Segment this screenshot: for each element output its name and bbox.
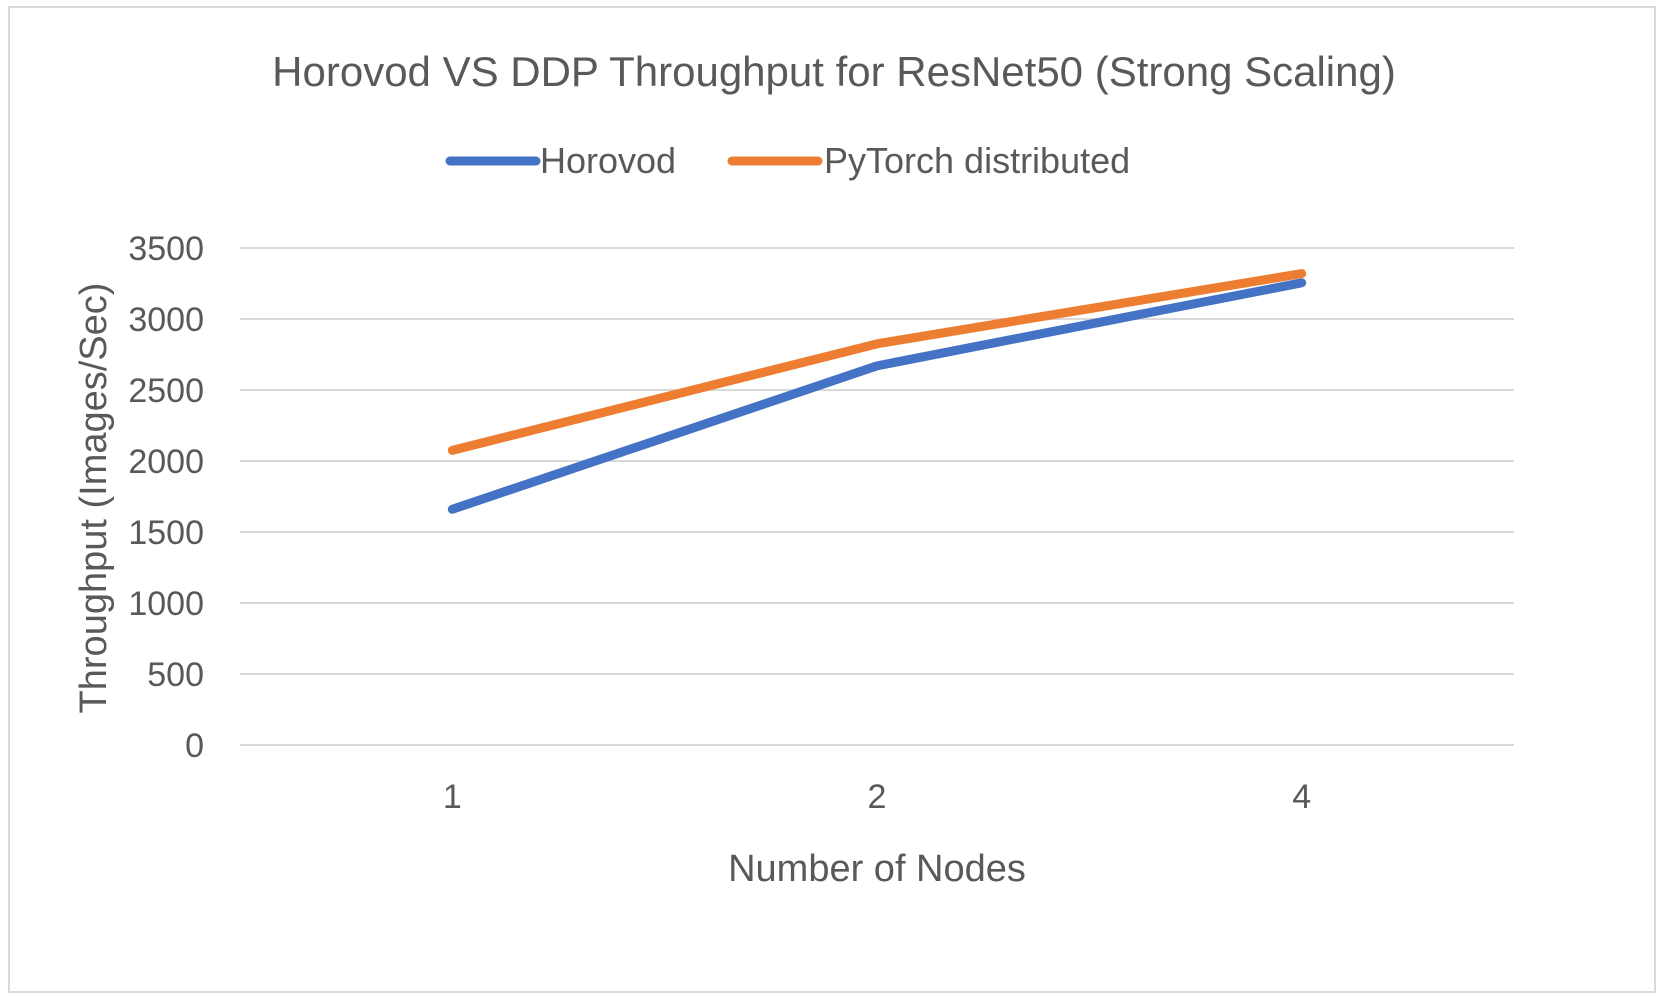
series-line-horovod [447, 278, 1307, 514]
chart-legend: Horovod PyTorch distributed [445, 140, 1130, 181]
y-tick-label: 500 [147, 656, 204, 694]
y-tick-label: 1500 [128, 514, 204, 552]
y-tick-label: 2000 [128, 443, 204, 481]
line-chart: Horovod VS DDP Throughput for ResNet50 (… [73, 48, 1514, 890]
gridlines [240, 247, 1514, 746]
x-axis-title: Number of Nodes [728, 848, 1026, 890]
data-series [447, 269, 1307, 514]
y-tick-label: 3500 [128, 230, 204, 268]
chart-frame: Horovod VS DDP Throughput for ResNet50 (… [8, 6, 1656, 993]
legend-label: Horovod [540, 140, 676, 181]
x-tick-label: 1 [443, 778, 462, 816]
y-tick-label: 0 [185, 727, 204, 765]
chart-title: Horovod VS DDP Throughput for ResNet50 (… [272, 48, 1396, 95]
y-axis-tick-labels: 0 500 1000 1500 2000 2500 3000 3500 [128, 230, 204, 765]
x-axis-tick-labels: 1 2 4 [443, 778, 1311, 816]
y-tick-label: 1000 [128, 585, 204, 623]
y-tick-label: 3000 [128, 301, 204, 339]
x-tick-label: 2 [868, 778, 887, 816]
x-tick-label: 4 [1292, 778, 1311, 816]
y-tick-label: 2500 [128, 372, 204, 410]
y-axis-title: Throughput (Images/Sec) [73, 283, 115, 714]
legend-label: PyTorch distributed [824, 140, 1130, 181]
